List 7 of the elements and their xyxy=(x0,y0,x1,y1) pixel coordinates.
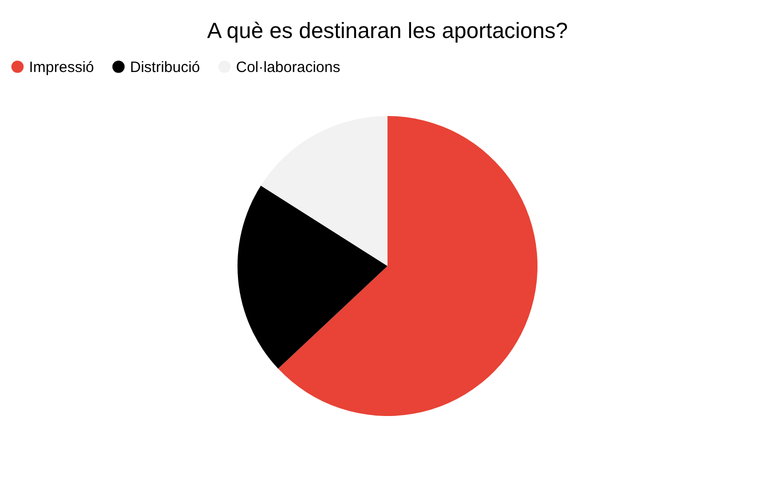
pie-slice xyxy=(278,116,538,416)
legend-label: Col·laboracions xyxy=(236,58,340,76)
legend-label: Impressió xyxy=(29,58,94,76)
pie-slice xyxy=(260,116,388,266)
chart-title: A què es destinaran les aportacions? xyxy=(207,18,568,43)
legend-label: Distribució xyxy=(130,58,200,76)
pie-slice xyxy=(238,186,388,369)
